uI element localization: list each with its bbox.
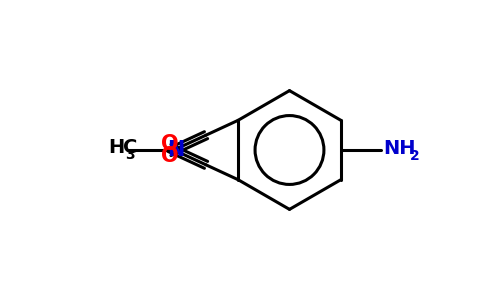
Text: 3: 3 xyxy=(125,148,135,162)
Text: N: N xyxy=(166,140,184,160)
Text: H: H xyxy=(108,138,124,157)
Text: O: O xyxy=(161,134,178,154)
Text: C: C xyxy=(123,138,137,157)
Text: NH: NH xyxy=(384,139,416,158)
Text: O: O xyxy=(161,146,178,166)
Text: 2: 2 xyxy=(410,149,420,163)
